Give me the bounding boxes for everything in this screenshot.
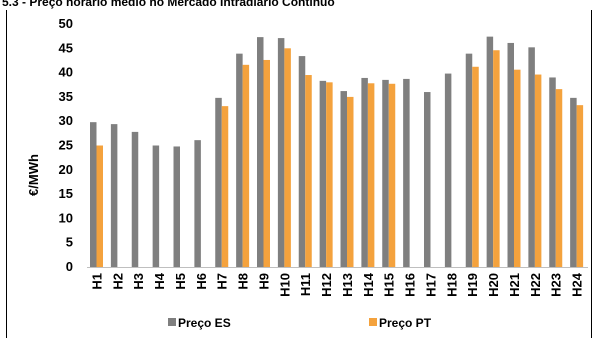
bar-preco-es-h7 — [215, 97, 222, 268]
y-tick-label: 0 — [66, 259, 73, 274]
x-tick-label: H24 — [570, 272, 585, 297]
legend: Preço ES Preço PT — [168, 316, 432, 330]
x-tick-label: H10 — [277, 273, 292, 297]
y-tick-label: 35 — [59, 89, 73, 104]
bar-preco-es-h15 — [382, 79, 389, 267]
x-tick-label: H20 — [486, 273, 501, 297]
legend-swatch-preco-es — [168, 318, 176, 326]
bar-preco-es-h11 — [298, 56, 306, 267]
x-tick-label: H8 — [236, 273, 251, 290]
bar-preco-pt-h20 — [493, 50, 500, 267]
bar-preco-es-h6 — [194, 140, 201, 267]
x-tick-label: H5 — [173, 273, 188, 290]
y-axis-label: €/MWh — [26, 154, 41, 196]
bar-preco-es-h23 — [549, 77, 556, 268]
x-tick-label: H17 — [423, 273, 438, 297]
y-tick-label: 45 — [59, 40, 73, 55]
x-tick-label: H3 — [131, 273, 146, 290]
y-tick-label: 10 — [59, 210, 73, 225]
bar-preco-es-h13 — [340, 91, 347, 267]
bar-preco-pt-h14 — [367, 83, 375, 267]
x-tick-label: H15 — [382, 273, 397, 297]
x-tick-label: H19 — [465, 273, 480, 297]
bar-preco-pt-h8 — [242, 64, 250, 267]
x-tick-label: H16 — [403, 273, 418, 297]
bar-preco-es-h8 — [236, 53, 243, 268]
x-tick-label: H21 — [507, 273, 522, 297]
bar-preco-es-h10 — [277, 38, 285, 268]
bar-preco-pt-h21 — [514, 69, 521, 268]
bar-preco-es-h17 — [424, 92, 431, 267]
bar-preco-es-h22 — [528, 47, 535, 267]
bar-preco-pt-h24 — [576, 105, 584, 267]
bar-preco-pt-h12 — [326, 82, 333, 267]
x-tick-label: H1 — [89, 273, 104, 290]
x-axis-ticks: H1 H2 H3 H4 H5 H6 H7 H8 H9 H10 H11 H12 H13 H14 H15 H16 H… — [89, 272, 584, 297]
y-tick-label: 5 — [66, 235, 73, 250]
bar-preco-pt-h1 — [96, 145, 103, 267]
bar-preco-es-h5 — [173, 146, 180, 267]
legend-label-preco-es: Preço ES — [178, 316, 231, 330]
bar-preco-pt-h22 — [534, 74, 542, 267]
y-tick-label: 30 — [59, 113, 73, 128]
bar-preco-pt-h10 — [284, 48, 291, 267]
bar-preco-es-h18 — [444, 73, 452, 267]
y-tick-label: 40 — [59, 65, 73, 80]
bar-preco-es-h9 — [257, 37, 264, 268]
bar-preco-pt-h23 — [555, 89, 563, 268]
x-tick-label: H22 — [528, 273, 543, 297]
bar-preco-es-h14 — [361, 77, 368, 267]
bar-preco-es-h4 — [152, 145, 160, 267]
bar-preco-es-h3 — [131, 131, 139, 267]
x-tick-label: H14 — [361, 272, 376, 297]
x-tick-label: H2 — [110, 273, 125, 290]
bar-preco-es-h16 — [403, 78, 410, 267]
bar-preco-pt-h19 — [472, 66, 479, 268]
bars-group — [90, 36, 584, 268]
x-tick-label: H11 — [298, 273, 313, 296]
x-tick-label: H7 — [215, 273, 230, 290]
bar-preco-es-h24 — [570, 97, 577, 268]
y-tick-label: 50 — [59, 16, 73, 31]
chart-title: 5.3 - Preço horário médio no Mercado Int… — [2, 0, 335, 9]
bar-preco-es-h21 — [507, 42, 514, 268]
bar-preco-pt-h11 — [305, 75, 312, 267]
y-tick-label: 25 — [59, 138, 73, 153]
y-tick-label: 15 — [59, 186, 73, 201]
bar-preco-pt-h7 — [221, 106, 229, 267]
bar-preco-es-h1 — [90, 122, 97, 267]
x-tick-label: H13 — [340, 273, 355, 297]
legend-swatch-preco-pt — [369, 318, 377, 326]
x-tick-label: H9 — [256, 273, 271, 290]
x-tick-label: H18 — [444, 273, 459, 297]
x-tick-label: H12 — [319, 273, 334, 297]
bar-preco-es-h20 — [486, 36, 494, 267]
bar-preco-es-h19 — [465, 53, 473, 268]
x-tick-label: H23 — [549, 273, 564, 297]
bar-preco-es-h2 — [110, 124, 118, 268]
bar-preco-pt-h15 — [388, 83, 396, 267]
x-tick-label: H4 — [152, 272, 167, 289]
y-axis-ticks: 0 5 10 15 20 25 30 35 40 45 50 — [59, 16, 73, 274]
bar-preco-es-h12 — [319, 80, 327, 267]
bar-preco-pt-h9 — [263, 59, 270, 268]
legend-label-preco-pt: Preço PT — [379, 316, 432, 330]
bar-preco-pt-h13 — [347, 96, 354, 268]
x-tick-label: H6 — [194, 273, 209, 290]
y-tick-label: 20 — [59, 162, 73, 177]
